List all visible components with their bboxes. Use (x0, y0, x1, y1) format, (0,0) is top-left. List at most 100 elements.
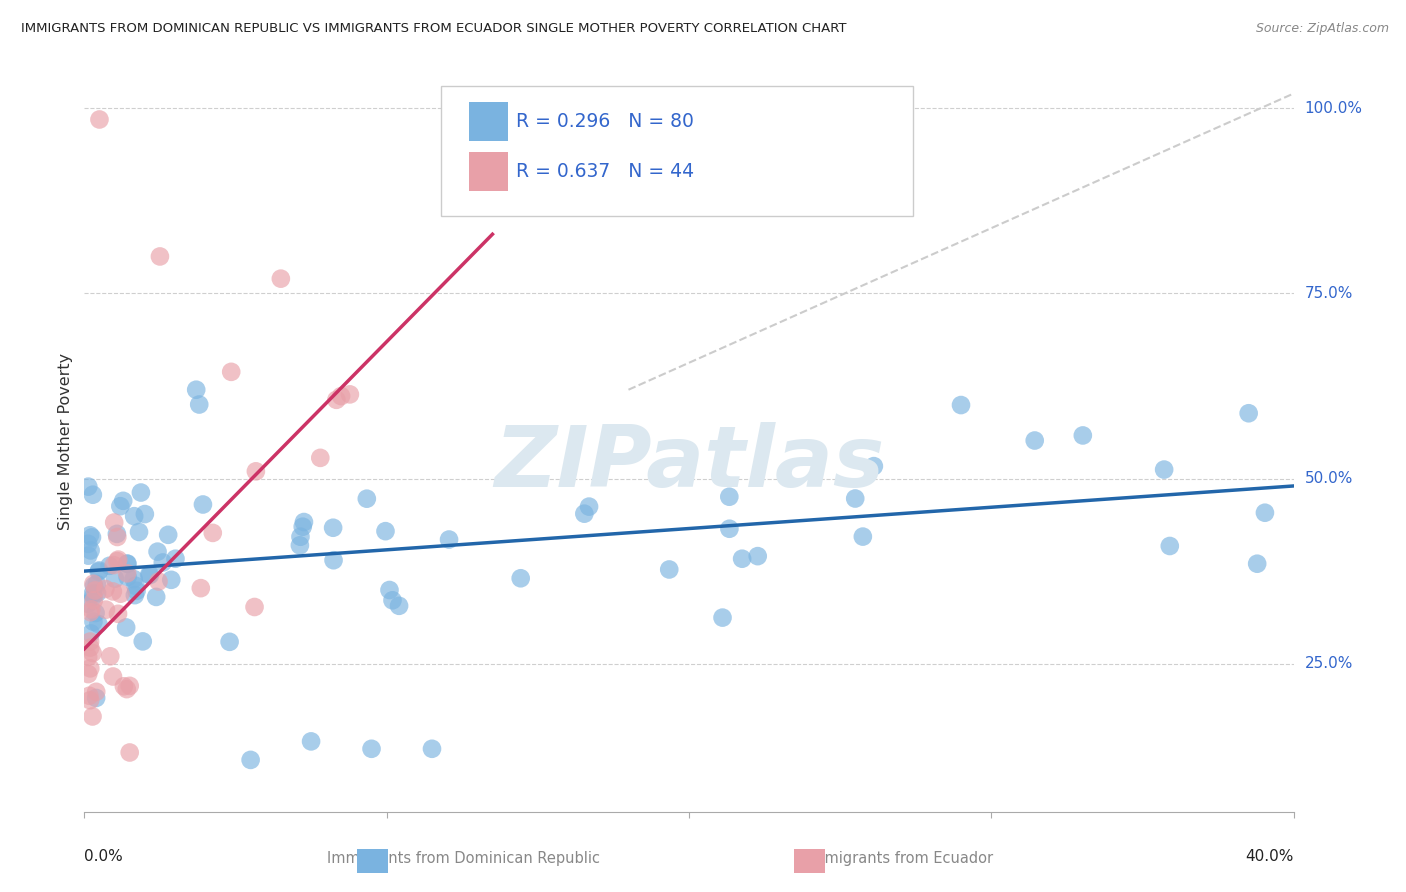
Point (105, 530, 128, 544)
Point (388, 599, 411, 613)
Point (107, 607, 129, 621)
Point (77, 650, 100, 665)
Point (1024, 434, 1046, 448)
Point (420, 741, 443, 756)
Point (325, 392, 347, 407)
Point (950, 398, 973, 412)
FancyBboxPatch shape (441, 87, 912, 216)
Point (82, 576, 104, 591)
Point (79, 605, 101, 619)
Point (98, 558, 121, 573)
Point (270, 271, 292, 285)
Point (87, 565, 110, 579)
Point (82, 488, 104, 502)
Point (115, 557, 138, 571)
Point (82, 615, 104, 629)
Point (145, 590, 167, 604)
Point (101, 584, 124, 599)
Point (117, 570, 139, 584)
Point (747, 549, 769, 563)
Point (299, 734, 322, 748)
Point (330, 389, 353, 403)
Point (1246, 557, 1268, 571)
Point (80, 602, 103, 616)
Point (718, 522, 741, 536)
Point (378, 582, 401, 597)
Point (84, 685, 107, 699)
Point (89, 112, 111, 127)
Point (118, 679, 141, 693)
Point (1237, 406, 1260, 420)
Point (381, 593, 404, 607)
Point (574, 507, 596, 521)
Point (138, 567, 160, 582)
Point (79, 640, 101, 655)
FancyBboxPatch shape (468, 103, 508, 141)
Point (219, 365, 242, 379)
Point (122, 509, 145, 524)
Point (79, 693, 101, 707)
Point (292, 515, 315, 529)
Point (112, 493, 135, 508)
Text: Immigrants from Ecuador: Immigrants from Ecuador (806, 851, 994, 865)
Point (103, 516, 125, 530)
Point (322, 521, 344, 535)
Point (157, 528, 180, 542)
Text: R = 0.637   N = 44: R = 0.637 N = 44 (516, 161, 695, 181)
Point (82, 587, 104, 601)
Point (190, 581, 212, 595)
Point (110, 499, 132, 513)
Point (1254, 506, 1277, 520)
Point (731, 551, 754, 566)
Point (356, 491, 378, 506)
Point (711, 610, 734, 624)
Point (863, 459, 886, 474)
Point (76, 597, 98, 611)
Point (128, 524, 150, 539)
Text: R = 0.296   N = 80: R = 0.296 N = 80 (516, 112, 695, 131)
Text: ZIPatlas: ZIPatlas (494, 422, 884, 505)
Point (124, 579, 146, 593)
Point (360, 741, 382, 756)
Point (122, 572, 145, 586)
Point (134, 507, 156, 521)
Point (578, 500, 600, 514)
Point (437, 533, 460, 547)
Point (132, 634, 155, 648)
Point (112, 679, 135, 693)
Point (152, 556, 174, 570)
Point (86, 577, 108, 591)
Point (80, 530, 103, 544)
Point (339, 387, 361, 401)
Text: 100.0%: 100.0% (1305, 101, 1362, 116)
Point (105, 554, 128, 568)
Point (86, 586, 108, 600)
Point (80, 626, 103, 640)
Point (107, 552, 129, 566)
Point (87, 617, 110, 632)
Point (77, 480, 100, 494)
Point (852, 530, 875, 544)
Point (115, 566, 138, 581)
Y-axis label: Single Mother Poverty: Single Mother Poverty (58, 353, 73, 530)
Point (239, 753, 262, 767)
Point (79, 689, 101, 703)
Point (139, 568, 162, 582)
Text: 25.0%: 25.0% (1305, 657, 1353, 671)
Point (1071, 428, 1094, 442)
Point (191, 498, 214, 512)
Point (658, 562, 681, 576)
Text: 50.0%: 50.0% (1305, 471, 1353, 486)
Point (243, 599, 266, 614)
Point (509, 571, 531, 585)
Point (79, 661, 101, 675)
Point (309, 450, 332, 465)
Point (115, 620, 138, 634)
Point (149, 250, 172, 264)
Point (115, 682, 138, 697)
Point (79, 634, 101, 648)
Point (718, 490, 741, 504)
Point (82, 709, 104, 723)
Point (110, 587, 132, 601)
Point (844, 491, 866, 506)
